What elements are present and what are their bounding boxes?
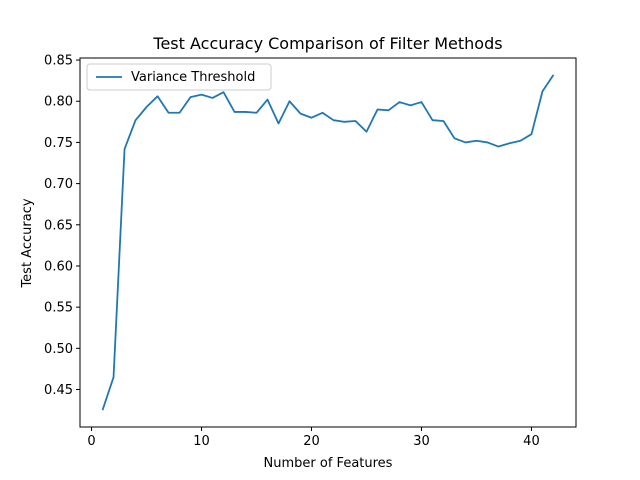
x-axis-label: Number of Features (264, 456, 393, 471)
x-tick-label: 40 (523, 434, 540, 449)
x-tick-label: 20 (303, 434, 320, 449)
x-tick-label: 0 (87, 434, 95, 449)
chart-title: Test Accuracy Comparison of Filter Metho… (152, 34, 502, 53)
legend-box (86, 63, 272, 91)
x-tick-label: 30 (413, 434, 430, 449)
y-tick-label: 0.60 (44, 259, 73, 274)
y-tick-label: 0.85 (44, 54, 73, 69)
y-tick-label: 0.70 (44, 177, 73, 192)
plot-area (101, 74, 555, 411)
y-axis: 0.45 0.50 0.55 0.60 0.65 0.70 0.75 0.80 0.85 (44, 54, 80, 398)
y-tick-label: 0.65 (44, 218, 73, 233)
y-tick-label: 0.80 (44, 95, 73, 110)
y-axis-label: Test Accuracy (20, 198, 35, 288)
plot-frame (79, 57, 577, 428)
y-tick-label: 0.45 (44, 383, 73, 398)
series-line-0 (101, 74, 555, 411)
legend: Variance Threshold (86, 63, 272, 91)
y-tick-label: 0.50 (44, 342, 73, 357)
y-tick-label: 0.55 (44, 301, 73, 316)
legend-entry-variance-threshold: Variance Threshold (131, 70, 255, 85)
y-tick-label: 0.75 (44, 136, 73, 151)
x-tick-label: 10 (193, 434, 210, 449)
x-axis: 0 10 20 30 40 (87, 427, 540, 449)
